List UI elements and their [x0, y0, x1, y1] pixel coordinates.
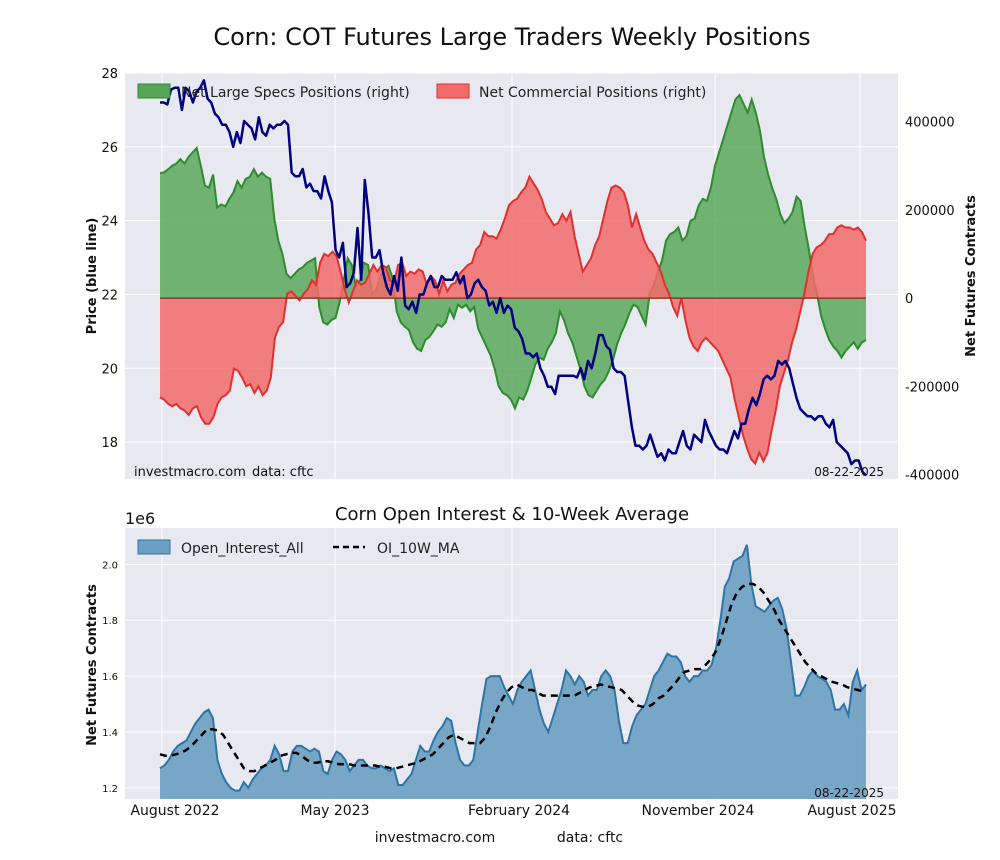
legend-label-specs: Net Large Specs Positions (right): [181, 85, 410, 101]
legend-label-ma: OI_10W_MA: [377, 541, 460, 557]
top-right-axis-label: Net Futures Contracts: [964, 195, 979, 357]
top-panel: 18 20 22 24 26 28 -400000 -200000 0 200000 400000…: [85, 67, 979, 484]
bottom-tick-label: 2.0: [102, 560, 118, 571]
top-left-tick-label: 26: [101, 141, 118, 156]
figure-title: Corn: COT Futures Large Traders Weekly P…: [213, 23, 810, 51]
specs-area: [160, 95, 866, 409]
top-left-axis: 18 20 22 24 26 28: [101, 67, 118, 451]
bottom-panel: Corn Open Interest & 10-Week Average 1e6…: [85, 504, 898, 800]
top-right-axis: -400000 -200000 0 200000 400000: [905, 116, 959, 484]
legend-swatch-specs: [137, 83, 171, 99]
moving-average-line: [159, 582, 864, 773]
top-series: [159, 79, 867, 477]
bottom-tick-label: 1.6: [102, 672, 118, 683]
legend-label-commercial: Net Commercial Positions (right): [479, 85, 706, 101]
bottom-tick-label: 1.2: [102, 784, 118, 795]
specs-line: [159, 93, 867, 412]
top-left-tick-label: 28: [101, 67, 118, 82]
x-tick-label: February 2024: [468, 803, 570, 819]
top-right-tick-label: -200000: [905, 380, 959, 395]
legend-swatch-oi: [137, 539, 171, 555]
open-interest-area: [160, 544, 866, 799]
top-left-tick-label: 18: [101, 436, 118, 451]
top-left-tick-label: 22: [101, 288, 118, 303]
top-left-axis-label: Price (blue line): [85, 218, 100, 335]
legend-swatch-commercial: [436, 83, 470, 99]
footer-site: investmacro.com: [375, 830, 495, 846]
open-interest-line: [159, 544, 867, 792]
top-right-tick-label: 200000: [905, 204, 955, 219]
legend-label-oi: Open_Interest_All: [181, 541, 304, 557]
bottom-date-label: 08-22-2025: [814, 786, 884, 800]
bottom-left-axis: 1.2 1.4 1.6 1.8 2.0: [102, 560, 118, 795]
bottom-offset-label: 1e6: [125, 509, 155, 528]
commercial-area: [160, 176, 866, 464]
commercial-line: [159, 174, 867, 466]
bottom-tick-label: 1.4: [102, 728, 118, 739]
bottom-axis-label: Net Futures Contracts: [85, 584, 100, 746]
top-watermark-site: investmacro.com: [134, 465, 246, 480]
top-left-tick-label: 20: [101, 362, 118, 377]
top-right-tick-label: -400000: [905, 469, 959, 484]
x-tick-label: May 2023: [300, 803, 369, 819]
x-tick-label: August 2022: [130, 803, 219, 819]
price-line: [160, 79, 867, 477]
footer-data: data: cftc: [557, 830, 623, 846]
bottom-series: [159, 544, 867, 799]
top-right-tick-label: 400000: [905, 116, 955, 131]
top-right-tick-label: 0: [905, 292, 913, 307]
top-date-label: 08-22-2025: [814, 465, 884, 479]
top-watermark-data: data: cftc: [252, 465, 314, 480]
bottom-title: Corn Open Interest & 10-Week Average: [335, 504, 689, 525]
top-legend: Net Large Specs Positions (right) Net Co…: [137, 83, 706, 101]
bottom-legend: Open_Interest_All OI_10W_MA: [137, 539, 460, 557]
bottom-tick-label: 1.8: [102, 616, 118, 627]
x-tick-label: August 2025: [807, 803, 896, 819]
top-left-tick-label: 24: [101, 215, 118, 230]
x-tick-label: November 2024: [642, 803, 755, 819]
x-axis: August 2022 May 2023 February 2024 November…: [130, 803, 896, 819]
